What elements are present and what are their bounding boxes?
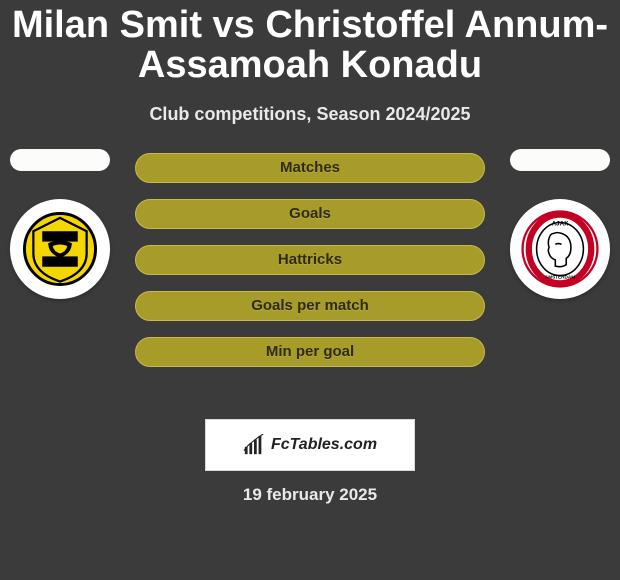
bar-goals: Goals [135, 199, 485, 229]
stat-bars: Matches Goals Hattricks Goals per match … [135, 153, 485, 367]
comparison-stage: AJAX AMSTERDAM Matches Goals Hattricks G… [0, 153, 620, 403]
right-value-pill [510, 149, 610, 171]
bar-goals-per-match: Goals per match [135, 291, 485, 321]
comparison-card: Milan Smit vs Christoffel Annum-Assamoah… [0, 0, 620, 580]
right-player-column: AJAX AMSTERDAM [500, 153, 620, 299]
subtitle: Club competitions, Season 2024/2025 [0, 104, 620, 125]
brand-badge: FcTables.com [205, 419, 415, 471]
ajax-icon: AJAX AMSTERDAM [521, 210, 599, 288]
svg-text:AMSTERDAM: AMSTERDAM [545, 274, 575, 279]
left-team-crest [10, 199, 110, 299]
left-value-pill [10, 149, 110, 171]
svg-text:AJAX: AJAX [552, 220, 569, 227]
left-player-column [0, 153, 120, 299]
bar-min-per-goal: Min per goal [135, 337, 485, 367]
brand-text: FcTables.com [271, 436, 377, 454]
bar-hattricks: Hattricks [135, 245, 485, 275]
bar-matches: Matches [135, 153, 485, 183]
right-team-crest: AJAX AMSTERDAM [510, 199, 610, 299]
generated-date: 19 february 2025 [0, 485, 620, 505]
cambuur-icon [23, 212, 97, 286]
page-title: Milan Smit vs Christoffel Annum-Assamoah… [0, 0, 620, 86]
bar-chart-icon [243, 434, 265, 456]
